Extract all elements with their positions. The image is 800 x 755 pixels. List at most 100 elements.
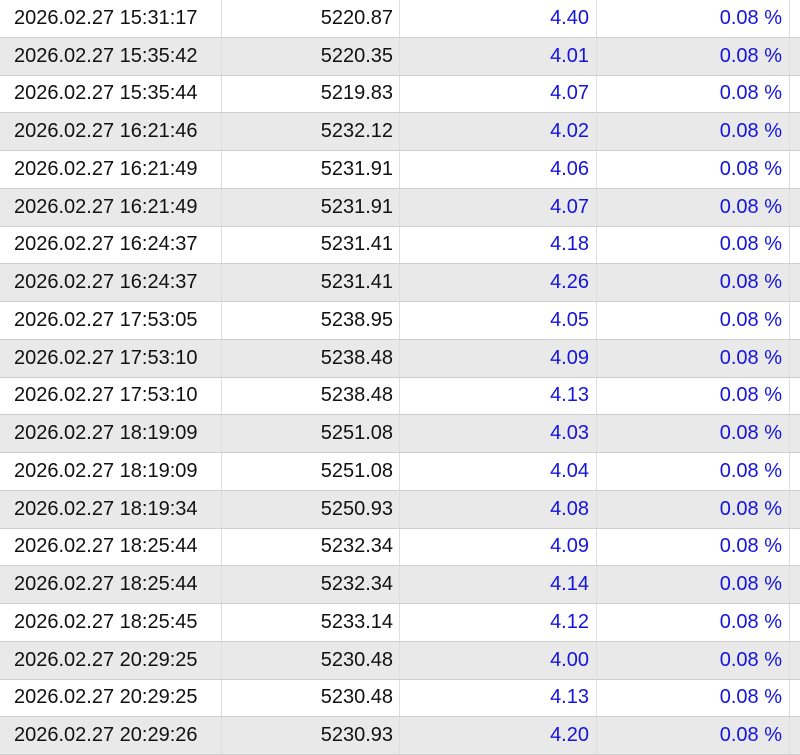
time-cell: 2026.02.27 18:25:44 [0,528,222,566]
table-row[interactable]: 2026.02.27 17:53:10 5238.48 4.13 0.08 % [0,377,800,416]
price-cell: 5219.83 [222,75,400,113]
table-row[interactable]: 2026.02.27 18:19:09 5251.08 4.03 0.08 % [0,415,800,453]
price-cell: 5232.34 [222,566,400,603]
price-cell: 5251.08 [222,453,400,490]
time-cell: 2026.02.27 20:29:25 [0,679,222,717]
empty-cell [790,264,800,301]
price-cell: 5230.48 [222,641,400,679]
table-row[interactable]: 2026.02.27 17:53:05 5238.95 4.05 0.08 % [0,302,800,340]
value-cell: 4.01 [400,37,597,75]
empty-cell [790,415,800,452]
table-row[interactable]: 2026.02.27 17:53:10 5238.48 4.09 0.08 % [0,339,800,378]
percent-cell: 0.08 % [597,453,790,490]
table-row[interactable]: 2026.02.27 16:24:37 5231.41 4.26 0.08 % [0,264,800,302]
value-cell: 4.09 [400,528,597,566]
percent-cell: 0.08 % [597,679,790,717]
percent-cell: 0.08 % [597,75,790,113]
price-cell: 5220.35 [222,37,400,75]
table-row[interactable]: 2026.02.27 20:29:25 5230.48 4.00 0.08 % [0,641,800,680]
empty-cell [790,0,800,37]
value-cell: 4.06 [400,151,597,188]
time-cell: 2026.02.27 16:21:49 [0,188,222,226]
table-row[interactable]: 2026.02.27 15:35:44 5219.83 4.07 0.08 % [0,75,800,114]
value-cell: 4.07 [400,188,597,226]
price-cell: 5238.48 [222,377,400,415]
percent-cell: 0.08 % [597,490,790,528]
empty-cell [790,529,800,566]
price-cell: 5231.41 [222,264,400,301]
empty-cell [790,604,800,641]
price-cell: 5233.14 [222,604,400,641]
price-cell: 5232.34 [222,528,400,566]
time-cell: 2026.02.27 17:53:10 [0,339,222,377]
value-cell: 4.07 [400,75,597,113]
table-row[interactable]: 2026.02.27 18:25:45 5233.14 4.12 0.08 % [0,604,800,642]
empty-cell [790,717,800,754]
time-cell: 2026.02.27 18:25:45 [0,604,222,641]
value-cell: 4.40 [400,0,597,37]
price-cell: 5238.48 [222,339,400,377]
empty-cell [790,378,800,415]
percent-cell: 0.08 % [597,641,790,679]
price-cell: 5231.41 [222,226,400,264]
percent-cell: 0.08 % [597,566,790,603]
time-cell: 2026.02.27 16:24:37 [0,264,222,301]
time-cell: 2026.02.27 20:29:26 [0,717,222,754]
value-cell: 4.08 [400,490,597,528]
time-cell: 2026.02.27 16:21:46 [0,113,222,150]
table-row[interactable]: 2026.02.27 15:35:42 5220.35 4.01 0.08 % [0,37,800,76]
percent-cell: 0.08 % [597,604,790,641]
price-cell: 5232.12 [222,113,400,150]
empty-cell [790,340,800,377]
value-cell: 4.20 [400,717,597,754]
table-row[interactable]: 2026.02.27 20:29:26 5230.93 4.20 0.08 % [0,717,800,755]
empty-cell [790,113,800,150]
table-row[interactable]: 2026.02.27 15:31:17 5220.87 4.40 0.08 % [0,0,800,38]
value-cell: 4.18 [400,226,597,264]
value-cell: 4.02 [400,113,597,150]
percent-cell: 0.08 % [597,415,790,452]
time-cell: 2026.02.27 15:31:17 [0,0,222,37]
percent-cell: 0.08 % [597,302,790,339]
price-cell: 5231.91 [222,151,400,188]
value-cell: 4.26 [400,264,597,301]
table-row[interactable]: 2026.02.27 20:29:25 5230.48 4.13 0.08 % [0,679,800,718]
table-row[interactable]: 2026.02.27 18:19:09 5251.08 4.04 0.08 % [0,453,800,491]
table-row[interactable]: 2026.02.27 18:25:44 5232.34 4.09 0.08 % [0,528,800,567]
price-cell: 5238.95 [222,302,400,339]
value-cell: 4.00 [400,641,597,679]
price-cell: 5231.91 [222,188,400,226]
empty-cell [790,491,800,528]
empty-cell [790,227,800,264]
value-cell: 4.09 [400,339,597,377]
time-cell: 2026.02.27 18:19:09 [0,453,222,490]
percent-cell: 0.08 % [597,226,790,264]
value-cell: 4.12 [400,604,597,641]
table-row[interactable]: 2026.02.27 16:21:49 5231.91 4.07 0.08 % [0,188,800,227]
time-cell: 2026.02.27 18:25:44 [0,566,222,603]
table-row[interactable]: 2026.02.27 16:21:46 5232.12 4.02 0.08 % [0,113,800,151]
percent-cell: 0.08 % [597,339,790,377]
table-row[interactable]: 2026.02.27 18:19:34 5250.93 4.08 0.08 % [0,490,800,529]
table-row[interactable]: 2026.02.27 18:25:44 5232.34 4.14 0.08 % [0,566,800,604]
value-cell: 4.13 [400,679,597,717]
percent-cell: 0.08 % [597,113,790,150]
price-cell: 5220.87 [222,0,400,37]
time-cell: 2026.02.27 16:21:49 [0,151,222,188]
empty-cell [790,453,800,490]
table-row[interactable]: 2026.02.27 16:24:37 5231.41 4.18 0.08 % [0,226,800,265]
percent-cell: 0.08 % [597,37,790,75]
time-cell: 2026.02.27 17:53:10 [0,377,222,415]
time-cell: 2026.02.27 16:24:37 [0,226,222,264]
empty-cell [790,302,800,339]
price-cell: 5230.48 [222,679,400,717]
empty-cell [790,38,800,75]
value-cell: 4.05 [400,302,597,339]
table-row[interactable]: 2026.02.27 16:21:49 5231.91 4.06 0.08 % [0,151,800,189]
price-cell: 5250.93 [222,490,400,528]
percent-cell: 0.08 % [597,717,790,754]
empty-cell [790,680,800,717]
empty-cell [790,566,800,603]
time-cell: 2026.02.27 18:19:09 [0,415,222,452]
